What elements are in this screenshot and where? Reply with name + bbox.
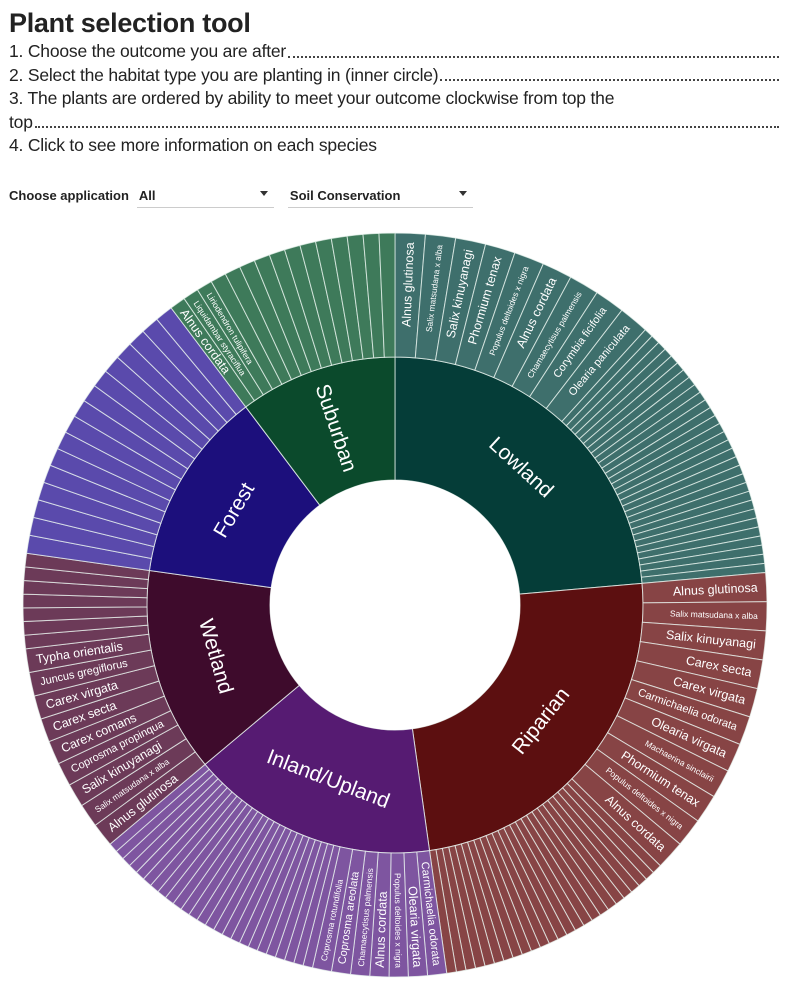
dot-leader	[34, 111, 779, 128]
leaf-label: Alnus glutinosa	[673, 581, 758, 599]
instruction-step-3: 3. The plants are ordered by ability to …	[9, 87, 779, 111]
header: Plant selection tool 1. Choose the outco…	[9, 6, 779, 158]
instruction-step-3-cont: top	[9, 111, 779, 135]
outcome-dropdown-value: Soil Conservation	[289, 187, 401, 203]
application-dropdown[interactable]: All	[136, 183, 274, 208]
controls: Choose application All Soil Conservation	[9, 183, 473, 208]
leaf-label: Alnus cordata	[373, 891, 390, 968]
instruction-step-1: 1. Choose the outcome you are after	[9, 40, 779, 64]
application-dropdown-value: All	[138, 187, 156, 203]
outcome-dropdown[interactable]: Soil Conservation	[287, 183, 473, 208]
instruction-step-2: 2. Select the habitat type you are plant…	[9, 64, 779, 88]
page-title: Plant selection tool	[9, 8, 251, 38]
instruction-text: 1. Choose the outcome you are after	[9, 41, 287, 61]
dot-leader	[440, 64, 779, 81]
instruction-text: 2. Select the habitat type you are plant…	[9, 64, 439, 85]
instruction-step-4: 4. Click to see more information on each…	[9, 134, 779, 158]
leaf-label: Salix matsudana x alba	[670, 608, 758, 621]
dot-leader	[288, 40, 779, 58]
leaf-label: Populus deltoides x nigra	[393, 873, 404, 968]
choose-application-label: Choose application	[9, 188, 129, 203]
chevron-down-icon	[259, 191, 268, 196]
instruction-text: top	[9, 111, 33, 132]
leaf-label: Olearia virgata	[405, 886, 424, 968]
instruction-text: 3. The plants are ordered by ability to …	[9, 88, 615, 108]
leaf-label: Alnus glutinosa	[399, 242, 416, 327]
leaf-slice[interactable]	[378, 232, 396, 358]
instruction-text: 4. Click to see more information on each…	[9, 135, 377, 155]
center-hole	[270, 480, 520, 730]
chevron-down-icon	[458, 191, 467, 196]
